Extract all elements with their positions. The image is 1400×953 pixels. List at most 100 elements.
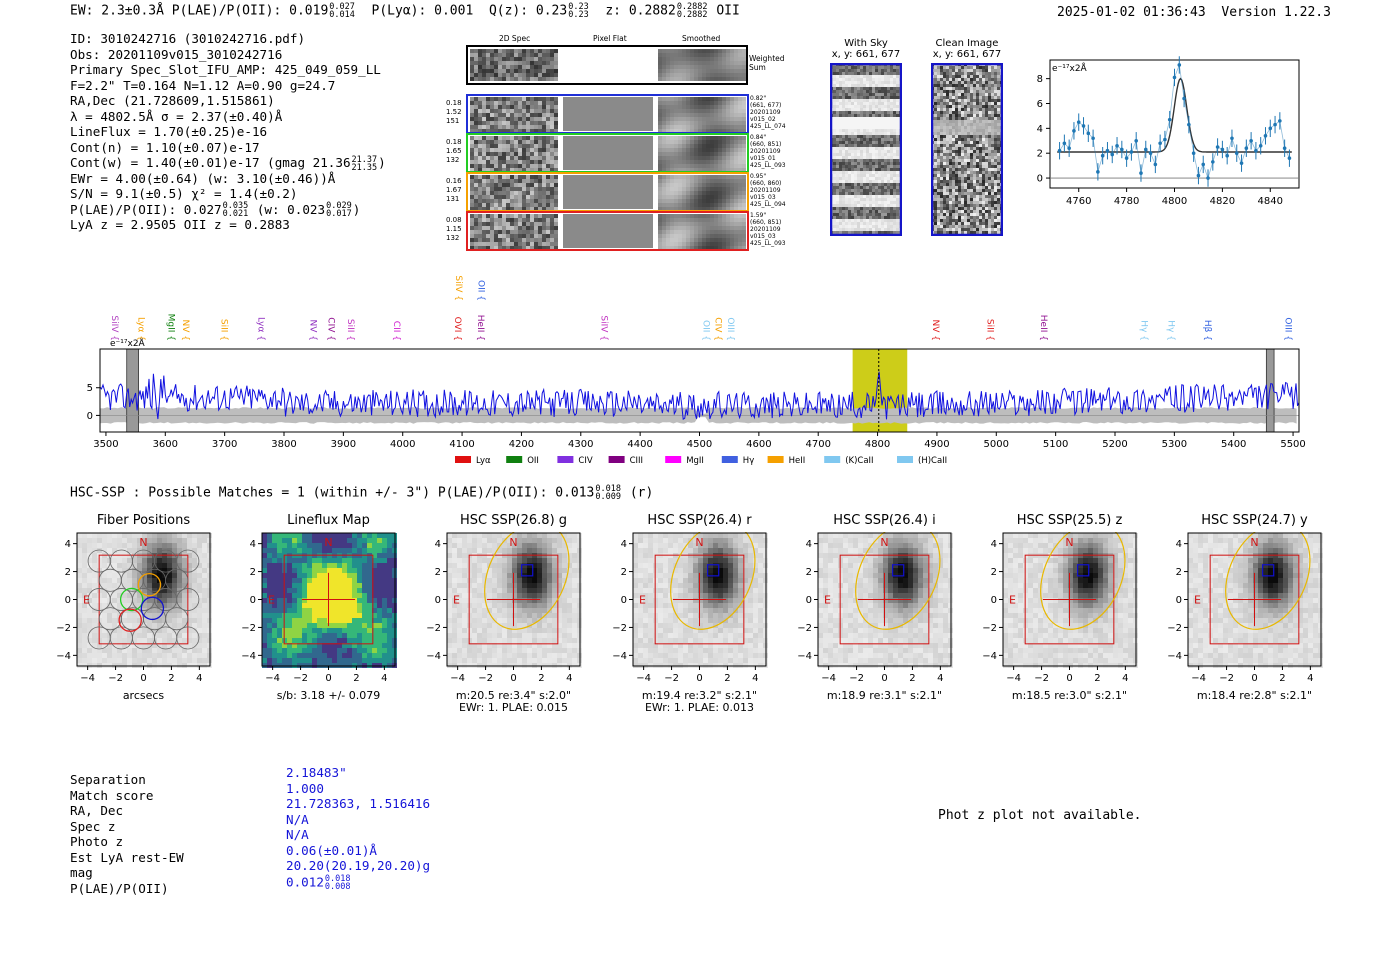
zoom-data-point	[1254, 148, 1258, 153]
sky-pixel	[973, 99, 976, 102]
sky-pixel	[839, 78, 842, 81]
sky-pixel	[982, 171, 985, 174]
sky-pixel	[982, 72, 985, 75]
cutout-pixel	[662, 77, 666, 81]
sky-pixel	[863, 144, 866, 147]
cutout-pixel	[554, 117, 558, 121]
cutout-pixel	[666, 222, 670, 226]
cutout-pixel	[490, 121, 494, 125]
sky-pixel	[857, 210, 860, 213]
cutout-pixel	[546, 234, 550, 238]
zoom-data-point	[1215, 145, 1220, 149]
sky-pixel	[970, 153, 973, 156]
cutout-pixel	[510, 226, 514, 230]
cutout-pixel	[482, 148, 486, 152]
spectrum-x-tick-label: 5400	[1221, 439, 1246, 450]
cutout-pixel	[506, 191, 510, 195]
sky-pixel	[964, 132, 967, 135]
sky-pixel	[964, 204, 967, 207]
sky-pixel	[869, 216, 872, 219]
sky-pixel	[973, 207, 976, 210]
cutout-pixel	[678, 101, 682, 105]
cutout-pixel	[506, 61, 510, 65]
sky-pixel	[979, 180, 982, 183]
sky-pixel	[848, 66, 851, 69]
cutout-pixel	[714, 57, 718, 61]
sky-pixel	[890, 165, 893, 168]
cutout-pixel	[730, 222, 734, 226]
sky-pixel	[851, 117, 854, 120]
cutout-pixel	[550, 73, 554, 77]
cutout-pixel	[690, 49, 694, 53]
cutout-pixel	[542, 222, 546, 226]
cutout-pixel	[550, 218, 554, 222]
spectrum-x-tick-label: 5300	[1162, 439, 1187, 450]
cutout-pixel	[698, 65, 702, 69]
sky-pixel	[994, 213, 997, 216]
cutout-pixel	[730, 195, 734, 199]
cutout-pixel	[470, 183, 474, 187]
sky-pixel	[973, 189, 976, 192]
sky-pixel	[991, 210, 994, 213]
cutout-pixel	[738, 183, 742, 187]
sky-pixel	[890, 219, 893, 222]
cutout-pixel	[658, 179, 662, 183]
sky-pixel	[845, 222, 848, 225]
cutout-pixel	[690, 97, 694, 101]
sky-pixel	[878, 231, 881, 234]
cutout-pixel	[666, 105, 670, 109]
sky-pixel	[952, 198, 955, 201]
sky-pixel	[851, 153, 854, 156]
sky-pixel	[961, 195, 964, 198]
cutout-pixel	[474, 113, 478, 117]
cutout-pixel	[686, 187, 690, 191]
sky-pixel	[887, 153, 890, 156]
sky-pixel	[872, 216, 875, 219]
cutout-pixel	[678, 117, 682, 121]
cutout-pixel	[534, 246, 538, 250]
sky-pixel	[952, 225, 955, 228]
sky-pixel	[982, 219, 985, 222]
sky-pixel	[976, 192, 979, 195]
cutout-pixel	[534, 187, 538, 191]
sky-pixel	[869, 132, 872, 135]
cutout-pixel	[718, 121, 722, 125]
sky-pixel	[958, 222, 961, 225]
cutout-pixel	[538, 109, 542, 113]
sky-pixel	[994, 219, 997, 222]
cutout-pixel	[718, 234, 722, 238]
cutout-pixel	[666, 49, 670, 53]
sky-pixel	[937, 111, 940, 114]
sky-pixel	[857, 78, 860, 81]
cutout-pixel	[490, 49, 494, 53]
sky-pixel	[967, 126, 970, 129]
cutout-pixel	[546, 199, 550, 203]
cutout-pixel	[718, 73, 722, 77]
sky-pixel	[848, 216, 851, 219]
sky-pixel	[857, 189, 860, 192]
sky-pixel	[869, 108, 872, 111]
cutout-pixel	[686, 246, 690, 250]
cutout-pixel	[682, 73, 686, 77]
sky-pixel	[997, 123, 1000, 126]
cutout-pixel	[470, 222, 474, 226]
sky-pixel	[952, 93, 955, 96]
sky-pixel	[985, 87, 988, 90]
cutout-pixel	[502, 73, 506, 77]
sky-pixel	[952, 69, 955, 72]
sky-pixel	[955, 186, 958, 189]
zoom-data-point	[1201, 162, 1206, 167]
sky-pixel	[997, 198, 1000, 201]
sky-pixel	[845, 177, 848, 180]
cutout-pixel	[722, 222, 726, 226]
full-spectrum-chart: 3500 3600 3700 3800 3900 4000 4100 4200 4300 4400…	[87, 276, 1306, 466]
cutout-row-meta: 1.59" (660, 851) 20201109 v015_03 425_LL_093	[750, 212, 786, 247]
sky-pixel	[842, 120, 845, 123]
sky-pixel	[833, 81, 836, 84]
cutout-pixel	[546, 179, 550, 183]
cutout-pixel	[482, 121, 486, 125]
cutout-pixel	[554, 73, 558, 77]
cutout-pixel	[670, 238, 674, 242]
sky-pixel	[839, 216, 842, 219]
sky-pixel	[943, 129, 946, 132]
